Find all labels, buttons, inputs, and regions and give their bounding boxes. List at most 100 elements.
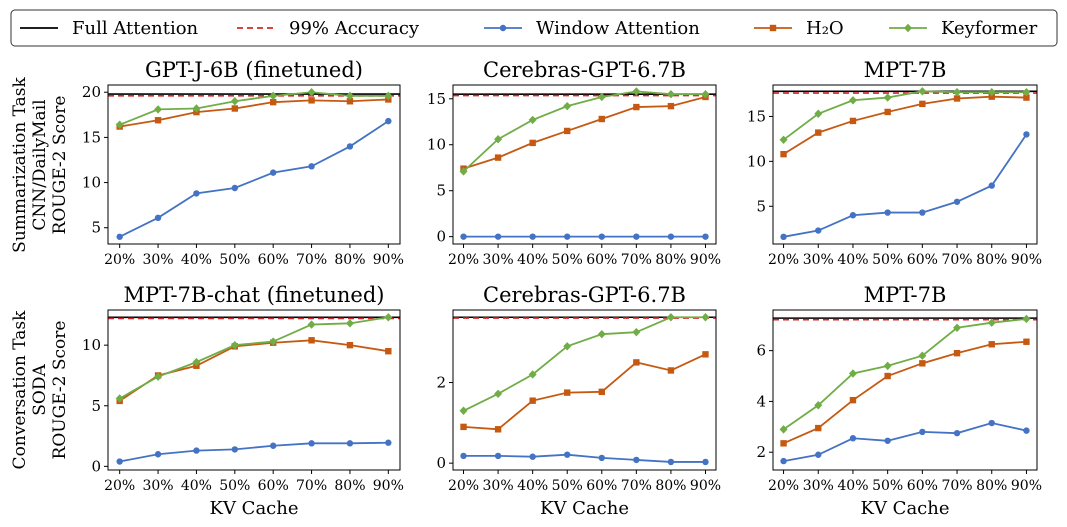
data-point — [269, 91, 278, 101]
series-h-o — [780, 93, 1030, 158]
data-point — [269, 337, 278, 346]
data-point — [701, 89, 710, 99]
x-tick-label: 60% — [586, 252, 617, 268]
data-point — [666, 89, 675, 99]
data-point — [192, 357, 201, 367]
x-tick-label: 60% — [907, 478, 938, 494]
x-tick-label: 80% — [655, 252, 686, 268]
data-point — [598, 233, 605, 240]
x-tick-label: 60% — [907, 252, 938, 268]
x-tick-label: 20% — [448, 252, 479, 268]
row-label-dataset: SODA — [30, 364, 50, 416]
data-point — [308, 440, 315, 447]
series-window-attention — [780, 419, 1030, 465]
series-window-attention — [460, 451, 709, 466]
x-tick-label: 60% — [258, 252, 289, 268]
data-point — [564, 233, 571, 240]
chart-panel-2: Cerebras-GPT-6.7B 20% 30% 40% 50% 60% 70% 80% 90… — [427, 58, 721, 268]
y-tick-label: 5 — [91, 219, 101, 237]
legend-item-99-accuracy: 99% Accuracy — [237, 18, 420, 39]
data-point — [666, 313, 675, 322]
data-point — [529, 139, 536, 147]
series-line — [119, 120, 389, 238]
data-point — [779, 135, 788, 144]
data-point — [953, 198, 961, 205]
x-tick-label: 40% — [181, 478, 212, 494]
x-tick-label: 90% — [1011, 478, 1042, 494]
data-point — [494, 135, 503, 144]
x-tick-label: 30% — [803, 252, 834, 268]
data-point — [154, 214, 162, 222]
x-tick-label: 90% — [373, 252, 404, 268]
data-point — [815, 227, 822, 234]
data-point — [1022, 314, 1031, 324]
x-axis-label: KV Cache — [540, 498, 629, 519]
x-tick-label: 90% — [690, 252, 721, 268]
row-label-conversation: Conversation Task SODA ROUGE-2 Score — [10, 310, 70, 470]
x-tick-label: 40% — [517, 478, 548, 494]
series-keyformer — [459, 87, 710, 176]
data-point — [883, 93, 892, 102]
data-point — [308, 97, 315, 104]
data-point — [345, 91, 354, 101]
data-point — [633, 456, 640, 464]
x-tick-label: 70% — [621, 478, 652, 494]
data-point — [230, 340, 239, 350]
x-tick-label: 30% — [142, 478, 173, 494]
series-line — [119, 316, 389, 400]
data-point — [779, 425, 788, 434]
x-tick-label: 90% — [690, 478, 721, 494]
data-point — [815, 451, 822, 458]
data-point — [632, 87, 641, 96]
y-tick-label: 20 — [82, 83, 101, 101]
y-tick-label: 5 — [436, 182, 446, 200]
data-point — [231, 105, 239, 112]
plot-frame — [107, 84, 401, 245]
series-window-attention — [460, 233, 709, 240]
series-keyformer — [779, 314, 1031, 434]
x-tick-label: 50% — [219, 478, 250, 494]
data-point — [269, 169, 277, 176]
data-point — [1022, 87, 1031, 97]
y-tick-label: 5 — [91, 397, 101, 415]
y-tick-label: 5 — [756, 197, 766, 215]
data-point — [307, 320, 316, 329]
legend-label: Keyformer — [941, 18, 1038, 39]
y-tick-label: 2 — [436, 374, 446, 392]
series-window-attention — [116, 439, 392, 465]
legend: Full Attention 99% Accuracy Window Attenti… — [10, 9, 1058, 47]
x-tick-label: 70% — [941, 478, 972, 494]
data-point — [346, 341, 354, 349]
data-point — [814, 401, 823, 410]
data-point — [884, 372, 891, 380]
chart-panels: GPT-J-6B (finetuned)20% 30% 40% 50% 60% 70% 80… — [82, 58, 1042, 519]
row-label-metric: ROUGE-2 Score — [50, 96, 70, 235]
data-point — [154, 105, 163, 114]
plot-frame — [772, 309, 1038, 471]
data-point — [529, 233, 536, 240]
data-point — [308, 337, 315, 344]
data-point — [780, 440, 787, 447]
data-point — [564, 127, 571, 135]
data-point — [918, 351, 927, 360]
x-tick-label: 80% — [655, 478, 686, 494]
legend-item-full-attention: Full Attention — [20, 18, 199, 39]
chart-panel-3: MPT-7B 20% 30% 40% 50% 60% 70% 80% 90% 5 10 15 — [747, 58, 1042, 268]
data-point — [598, 115, 605, 123]
legend-label: Full Attention — [72, 18, 199, 39]
series-line — [463, 453, 706, 463]
data-point — [884, 108, 891, 116]
data-point — [702, 351, 709, 358]
x-tick-label: 50% — [219, 252, 250, 268]
data-point — [919, 360, 926, 367]
data-point — [154, 451, 162, 458]
data-point — [919, 209, 926, 216]
data-point — [193, 447, 200, 454]
legend-label: H₂O — [806, 18, 844, 39]
data-point — [564, 389, 571, 396]
data-point — [884, 209, 891, 216]
chart-panel-5: Cerebras-GPT-6.7B 20% 30% 40% 50% 60% 70% 80% 90… — [436, 283, 721, 519]
data-point — [633, 103, 640, 111]
chart-title: GPT-J-6B (finetuned) — [145, 58, 363, 82]
data-point — [667, 367, 675, 374]
